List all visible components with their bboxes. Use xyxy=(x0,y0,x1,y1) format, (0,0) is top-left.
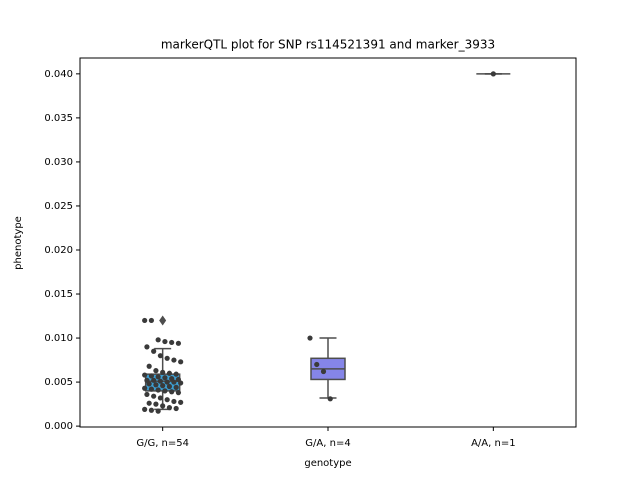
y-tick-label: 0.020 xyxy=(44,245,73,256)
y-tick-label: 0.000 xyxy=(44,421,73,432)
point xyxy=(153,382,159,388)
point xyxy=(169,389,175,395)
point xyxy=(146,381,152,387)
point xyxy=(307,335,313,341)
y-tick-label: 0.040 xyxy=(44,69,73,80)
point xyxy=(144,391,150,398)
point xyxy=(142,406,148,412)
point xyxy=(157,395,164,401)
point xyxy=(160,369,166,375)
point xyxy=(157,353,164,359)
chart-title: markerQTL plot for SNP rs114521391 and m… xyxy=(161,38,495,52)
y-tick-label: 0.010 xyxy=(44,333,73,344)
point xyxy=(178,359,184,365)
point xyxy=(173,371,179,377)
flier xyxy=(159,315,167,326)
point xyxy=(175,390,182,396)
point xyxy=(166,405,173,411)
point xyxy=(155,408,161,414)
point xyxy=(153,368,159,374)
point xyxy=(164,397,170,403)
y-tick-label: 0.005 xyxy=(44,377,73,388)
point xyxy=(166,383,173,390)
point xyxy=(490,71,496,77)
point xyxy=(148,373,155,379)
point xyxy=(164,379,170,385)
point xyxy=(151,348,157,354)
point xyxy=(320,368,327,375)
x-tick-label: A/A, n=1 xyxy=(471,438,516,449)
point xyxy=(169,339,175,346)
point xyxy=(144,344,150,350)
point xyxy=(148,386,155,392)
point xyxy=(142,385,148,391)
point xyxy=(162,375,168,381)
point xyxy=(171,357,177,363)
point xyxy=(162,338,168,345)
point xyxy=(146,400,152,406)
point xyxy=(153,401,159,407)
point xyxy=(162,388,168,394)
point xyxy=(175,340,182,346)
point xyxy=(178,380,184,386)
point xyxy=(146,363,152,369)
point xyxy=(155,374,161,380)
y-axis-label: phenotype xyxy=(13,216,24,270)
point xyxy=(327,396,333,402)
point xyxy=(151,393,157,399)
x-tick-label: G/G, n=54 xyxy=(136,438,189,449)
point xyxy=(151,377,157,383)
point xyxy=(173,384,179,390)
point xyxy=(173,405,179,412)
point xyxy=(160,383,166,389)
point xyxy=(148,407,155,413)
y-tick-label: 0.035 xyxy=(44,113,73,124)
point xyxy=(166,370,173,376)
point xyxy=(155,387,161,393)
plot-frame xyxy=(79,57,577,428)
y-tick-label: 0.025 xyxy=(44,201,73,212)
point xyxy=(171,398,177,405)
x-axis-label: genotype xyxy=(304,458,351,469)
point xyxy=(157,378,164,384)
point xyxy=(142,317,148,324)
x-tick-label: G/A, n=4 xyxy=(305,438,350,449)
point xyxy=(155,337,161,343)
point xyxy=(164,355,170,361)
point xyxy=(178,399,184,405)
y-tick-label: 0.015 xyxy=(44,289,73,300)
point xyxy=(160,403,166,409)
point xyxy=(142,372,148,378)
point xyxy=(314,361,320,368)
point xyxy=(171,379,177,385)
point xyxy=(148,317,155,324)
y-tick-label: 0.030 xyxy=(44,157,73,168)
